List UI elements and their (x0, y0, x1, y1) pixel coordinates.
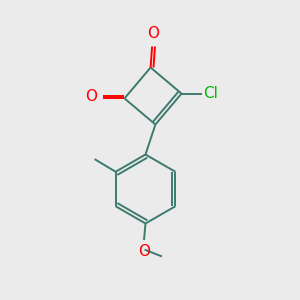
Text: O: O (85, 89, 97, 104)
Text: O: O (148, 26, 160, 41)
Text: O: O (138, 244, 150, 260)
Text: Cl: Cl (203, 86, 218, 101)
